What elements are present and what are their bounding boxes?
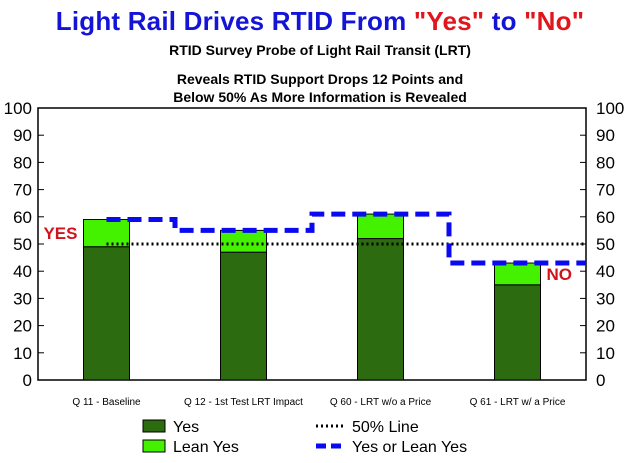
- y-tick-label-left: 30: [13, 289, 32, 308]
- y-tick-label-right: 20: [596, 317, 615, 336]
- legend-swatch: [142, 419, 166, 433]
- annotation-label: YES: [43, 224, 77, 243]
- bar-yes: [357, 238, 404, 381]
- legend: Yes Lean Yes 50% Line Yes or Lean Yes: [142, 419, 467, 456]
- y-tick-label-left: 20: [13, 317, 32, 336]
- y-tick-label-left: 0: [23, 371, 32, 390]
- y-tick-label-right: 0: [596, 371, 605, 390]
- bars-group: [83, 213, 541, 381]
- annotations: YES NO: [43, 224, 572, 284]
- y-tick-label-right: 30: [596, 289, 615, 308]
- y-axis-left: 0 10 20 30 40 50 60 70 80 90 100: [4, 99, 44, 390]
- bar-yes: [220, 251, 267, 381]
- title-yes: "Yes": [413, 6, 485, 36]
- y-tick-label-left: 70: [13, 181, 32, 200]
- y-axis-right: 0 10 20 30 40 50 60 70 80 90 100: [580, 99, 624, 390]
- lines-group: [106, 211, 586, 266]
- bar-lean-yes: [494, 262, 541, 286]
- legend-label: Yes or Lean Yes: [352, 439, 467, 456]
- y-tick-label-right: 50: [596, 235, 615, 254]
- chart-caption: Reveals RTID Support Drops 12 Points and…: [0, 70, 640, 106]
- caption-line-2: Below 50% As More Information is Reveale…: [173, 89, 467, 105]
- y-tick-label-left: 100: [4, 99, 32, 118]
- bar-yes: [494, 284, 541, 381]
- y-tick-label-left: 60: [13, 208, 32, 227]
- title-no: "No": [524, 6, 585, 36]
- bar-lean-yes: [357, 213, 404, 240]
- category-label: Q 12 - 1st Test LRT Impact: [184, 397, 303, 408]
- y-tick-label-right: 40: [596, 262, 615, 281]
- title-mid: to: [484, 6, 525, 36]
- bar-lean-yes: [83, 219, 130, 248]
- y-tick-label-right: 10: [596, 344, 615, 363]
- bar-lean-yes: [220, 229, 267, 253]
- chart-title: Light Rail Drives RTID From "Yes" to "No…: [0, 6, 640, 37]
- yes-or-lean-yes-line: [106, 211, 586, 266]
- legend-label: Lean Yes: [173, 439, 239, 456]
- annotation-label: NO: [547, 265, 573, 284]
- y-tick-label-right: 70: [596, 181, 615, 200]
- y-tick-label-right: 100: [596, 99, 624, 118]
- legend-label: 50% Line: [352, 419, 419, 436]
- category-label: Q 60 - LRT w/o a Price: [330, 397, 432, 408]
- category-labels: Q 11 - Baseline Q 12 - 1st Test LRT Impac…: [72, 397, 565, 408]
- y-tick-label-right: 90: [596, 126, 615, 145]
- y-tick-label-left: 10: [13, 344, 32, 363]
- legend-label: Yes: [173, 419, 199, 436]
- chart-subtitle: RTID Survey Probe of Light Rail Transit …: [169, 42, 471, 58]
- bar-yes: [83, 246, 130, 381]
- y-tick-label-left: 80: [13, 153, 32, 172]
- category-label: Q 61 - LRT w/ a Price: [470, 397, 566, 408]
- y-tick-label-left: 50: [13, 235, 32, 254]
- caption-line-1: Reveals RTID Support Drops 12 Points and: [176, 71, 464, 87]
- legend-swatch: [142, 439, 166, 453]
- title-prefix: Light Rail Drives RTID From: [55, 6, 414, 36]
- y-tick-label-left: 40: [13, 262, 32, 281]
- y-tick-label-right: 60: [596, 208, 615, 227]
- y-tick-label-left: 90: [13, 126, 32, 145]
- y-tick-label-right: 80: [596, 153, 615, 172]
- category-label: Q 11 - Baseline: [72, 397, 141, 408]
